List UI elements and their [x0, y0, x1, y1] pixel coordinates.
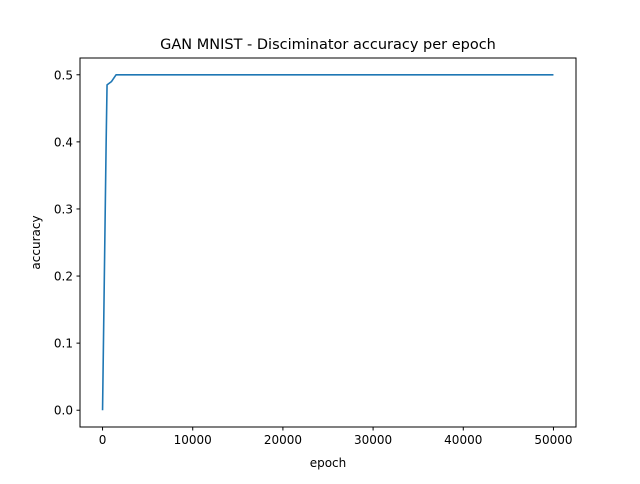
x-tick-label: 20000 [264, 433, 302, 447]
y-tick-label: 0.1 [54, 337, 73, 351]
y-tick-label: 0.0 [54, 404, 73, 418]
x-axis-label: epoch [310, 456, 347, 470]
y-tick-label: 0.2 [54, 270, 73, 284]
x-tick-label: 50000 [534, 433, 572, 447]
x-axis-ticks: 0 10000 20000 30000 40000 50000 [99, 427, 573, 447]
x-tick-label: 0 [99, 433, 107, 447]
series-line-0 [101, 73, 554, 411]
axes-frame [79, 57, 577, 428]
y-tick-label: 0.3 [54, 202, 73, 216]
y-axis-ticks: 0.0 0.1 0.2 0.3 0.4 0.5 [54, 68, 80, 418]
y-tick-label: 0.5 [54, 68, 73, 82]
x-tick-label: 40000 [444, 433, 482, 447]
y-tick-label: 0.4 [54, 135, 73, 149]
chart-title: GAN MNIST - Disciminator accuracy per ep… [160, 37, 496, 53]
plot-area [101, 73, 554, 411]
x-tick-label: 30000 [354, 433, 392, 447]
x-tick-label: 10000 [174, 433, 212, 447]
y-axis-label: accuracy [29, 215, 43, 269]
